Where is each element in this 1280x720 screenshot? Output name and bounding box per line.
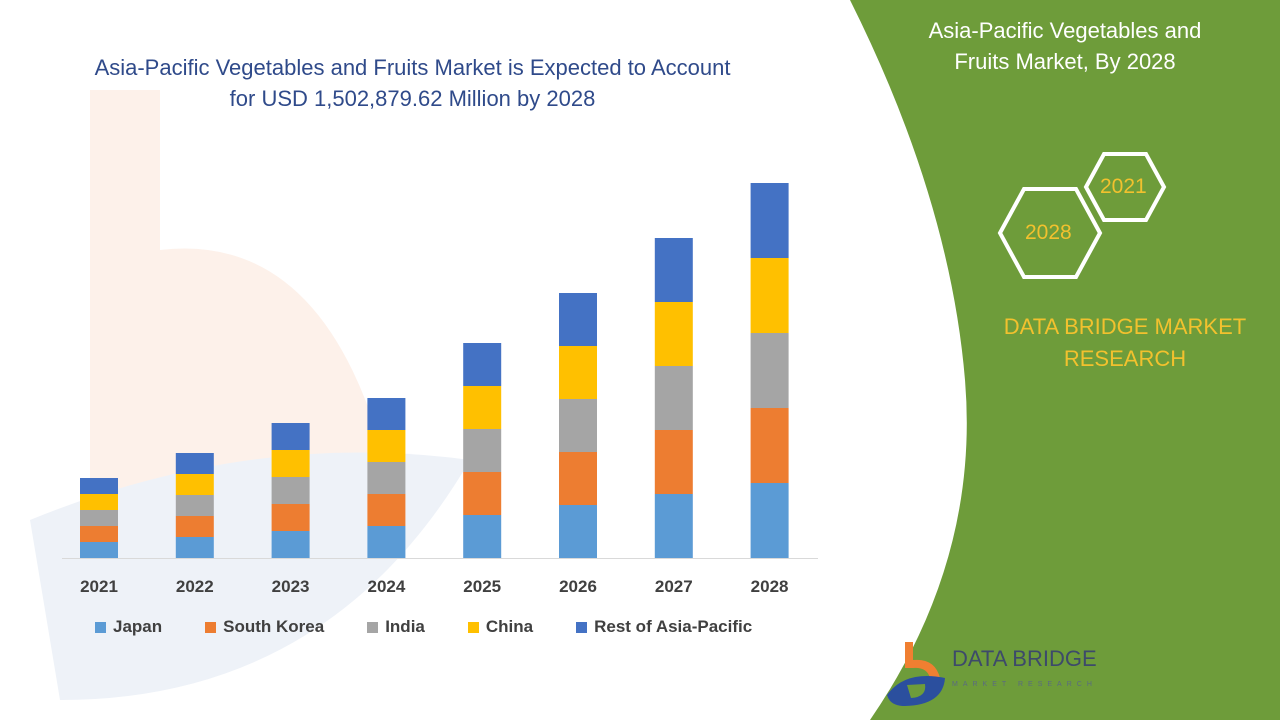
bar-2028-japan — [750, 483, 789, 558]
hexagon-2028 — [997, 187, 1103, 279]
bar-2026-south-korea — [559, 452, 597, 505]
bar-2026-china — [559, 346, 597, 399]
bar-2022-japan — [175, 537, 214, 558]
legend-label: Japan — [113, 617, 163, 636]
bar-2028-india — [750, 333, 789, 408]
bar-2021-india — [80, 510, 118, 526]
bar-2026-rest-of-asia-pacific — [559, 293, 597, 346]
bar-2025-india — [463, 429, 502, 472]
bar-2024-japan — [367, 526, 406, 558]
legend-label: India — [385, 617, 425, 636]
legend-item: India — [367, 617, 425, 637]
bar-2022-rest-of-asia-pacific — [175, 453, 214, 474]
x-tick-label: 2022 — [176, 577, 214, 596]
watermark-logo — [90, 90, 390, 552]
legend-swatch — [367, 621, 379, 633]
bar-2024-south-korea — [367, 494, 406, 526]
bar-2022-south-korea — [175, 516, 214, 537]
x-tick-label: 2027 — [655, 577, 693, 596]
bar-2026-japan — [559, 505, 597, 558]
hex-year-2021: 2021 — [1100, 175, 1147, 198]
bar-2027-japan — [654, 494, 693, 558]
legend-swatch — [576, 621, 588, 633]
watermark-logo-base — [30, 452, 470, 700]
bar-2022-india — [175, 495, 214, 516]
legend-label: China — [485, 617, 534, 636]
data-bridge-logo-icon — [887, 642, 945, 706]
legend-item: Japan — [95, 617, 162, 637]
legend-label: Rest of Asia-Pacific — [594, 617, 753, 636]
bar-2024-rest-of-asia-pacific — [367, 398, 406, 430]
bar-2028-rest-of-asia-pacific — [750, 183, 789, 258]
bar-2023-south-korea — [271, 504, 310, 531]
bar-2024-china — [367, 430, 406, 462]
bar-2026-india — [559, 399, 597, 452]
logo-text: DATA BRIDGE — [952, 646, 1097, 671]
bar-2022-china — [175, 474, 214, 495]
chart-title: Asia-Pacific Vegetables and Fruits Marke… — [94, 55, 731, 111]
legend-item: China — [467, 617, 534, 637]
bar-2025-japan — [463, 515, 502, 558]
hex-year-2028: 2028 — [1025, 221, 1072, 244]
bar-2027-china — [654, 302, 693, 366]
legend-item: South Korea — [205, 617, 324, 637]
bar-2025-south-korea — [463, 472, 502, 515]
bar-2028-south-korea — [750, 408, 789, 483]
brand-name: DATA BRIDGE MARKET RESEARCH — [1003, 314, 1247, 371]
bar-2025-china — [463, 386, 502, 429]
x-tick-label: 2021 — [80, 577, 118, 596]
x-tick-label: 2024 — [367, 577, 405, 596]
bar-2025-rest-of-asia-pacific — [463, 343, 502, 386]
bar-2023-india — [271, 477, 310, 504]
bar-2021-japan — [80, 542, 118, 558]
x-tick-label: 2026 — [559, 577, 597, 596]
x-tick-label: 2025 — [463, 577, 501, 596]
hexagon-2021 — [1083, 152, 1167, 222]
bar-2023-china — [271, 450, 310, 477]
legend-label: South Korea — [223, 617, 325, 636]
x-tick-label: 2028 — [751, 577, 789, 596]
bar-2023-japan — [271, 531, 310, 558]
bar-2027-india — [654, 366, 693, 430]
bar-2024-india — [367, 462, 406, 494]
legend-swatch — [205, 621, 217, 633]
legend-item: Rest of Asia-Pacific — [576, 617, 752, 637]
bar-2021-china — [80, 494, 118, 510]
legend: Japan South Korea India China Rest of Asia-P… — [95, 617, 795, 637]
bar-2021-south-korea — [80, 526, 118, 542]
x-tick-label: 2023 — [272, 577, 310, 596]
legend-swatch — [467, 621, 479, 633]
bar-2028-china — [750, 258, 789, 333]
legend-swatch — [95, 621, 106, 633]
panel-title: Asia-Pacific Vegetables and Fruits Marke… — [928, 18, 1202, 74]
bar-2027-south-korea — [654, 430, 693, 494]
bar-2021-rest-of-asia-pacific — [80, 478, 118, 494]
logo-subtext: MARKET RESEARCH — [952, 681, 1097, 688]
bar-2027-rest-of-asia-pacific — [654, 238, 693, 302]
bar-2023-rest-of-asia-pacific — [271, 423, 310, 450]
